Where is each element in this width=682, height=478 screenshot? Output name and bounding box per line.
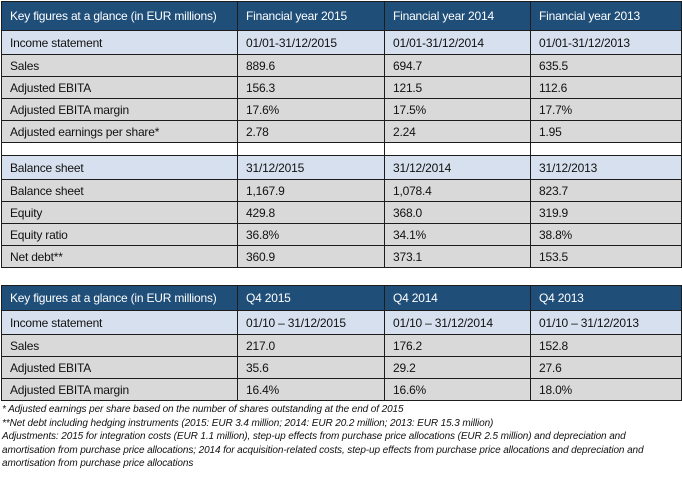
value-cell: 34.1% — [384, 223, 531, 246]
column-header-fy2014: Financial year 2014 — [384, 1, 531, 31]
value-cell: 153.5 — [530, 245, 682, 268]
row-label: Adjusted EBITA — [1, 76, 238, 99]
value-cell: 112.6 — [530, 76, 682, 99]
value-cell: 319.9 — [530, 201, 682, 224]
table-row: Adjusted EBITA 156.3 121.5 112.6 — [1, 76, 682, 99]
row-label: Adjusted EBITA margin — [1, 378, 238, 401]
value-cell: 01/10 – 31/12/2014 — [384, 310, 531, 335]
row-label: Equity ratio — [1, 223, 238, 246]
value-cell: 2.78 — [237, 120, 385, 143]
value-cell: 01/01-31/12/2014 — [384, 30, 531, 55]
table-row: Equity ratio 36.8% 34.1% 38.8% — [1, 223, 682, 246]
table-row: Income statement 01/10 – 31/12/2015 01/1… — [1, 310, 682, 335]
table-row: Income statement 01/01-31/12/2015 01/01-… — [1, 30, 682, 55]
row-label: Equity — [1, 201, 238, 224]
value-cell: 17.6% — [237, 98, 385, 121]
value-cell: 31/12/2013 — [530, 155, 682, 180]
column-header-fy2013: Financial year 2013 — [530, 1, 682, 31]
table-title: Key figures at a glance (in EUR millions… — [1, 285, 238, 311]
footnotes: * Adjusted earnings per share based on t… — [2, 403, 680, 471]
table-row: Balance sheet 31/12/2015 31/12/2014 31/1… — [1, 155, 682, 180]
q4-key-figures-table: Key figures at a glance (in EUR millions… — [1, 285, 682, 401]
value-cell: 17.7% — [530, 98, 682, 121]
value-cell: 1.95 — [530, 120, 682, 143]
footnote-adjustments: Adjustments: 2015 for integration costs … — [2, 431, 644, 469]
footnote-eps: * Adjusted earnings per share based on t… — [2, 404, 404, 415]
table-row: Adjusted EBITA margin 16.4% 16.6% 18.0% — [1, 378, 682, 401]
value-cell: 35.6 — [237, 356, 385, 379]
value-cell: 429.8 — [237, 201, 385, 224]
value-cell: 17.5% — [384, 98, 531, 121]
value-cell: 2.24 — [384, 120, 531, 143]
table-title: Key figures at a glance (in EUR millions… — [1, 1, 238, 31]
value-cell: 01/10 – 31/12/2015 — [237, 310, 385, 335]
table-row: Adjusted earnings per share* 2.78 2.24 1… — [1, 120, 682, 143]
value-cell: 27.6 — [530, 356, 682, 379]
table-row: Adjusted EBITA margin 17.6% 17.5% 17.7% — [1, 98, 682, 121]
table-row: Equity 429.8 368.0 319.9 — [1, 201, 682, 224]
value-cell: 121.5 — [384, 76, 531, 99]
value-cell: 889.6 — [237, 54, 385, 77]
value-cell: 1,078.4 — [384, 179, 531, 202]
spacer-row — [1, 142, 682, 156]
value-cell: 373.1 — [384, 245, 531, 268]
value-cell: 823.7 — [530, 179, 682, 202]
row-label: Net debt** — [1, 245, 238, 268]
row-label: Balance sheet — [1, 179, 238, 202]
column-header-fy2015: Financial year 2015 — [237, 1, 385, 31]
value-cell: 01/01-31/12/2015 — [237, 30, 385, 55]
table-row: Sales 889.6 694.7 635.5 — [1, 54, 682, 77]
table-row: Adjusted EBITA 35.6 29.2 27.6 — [1, 356, 682, 379]
column-header-q4-2014: Q4 2014 — [384, 285, 531, 311]
column-header-q4-2015: Q4 2015 — [237, 285, 385, 311]
value-cell: 29.2 — [384, 356, 531, 379]
annual-key-figures-table: Key figures at a glance (in EUR millions… — [1, 1, 682, 268]
value-cell: 360.9 — [237, 245, 385, 268]
table-row: Balance sheet 1,167.9 1,078.4 823.7 — [1, 179, 682, 202]
value-cell: 16.4% — [237, 378, 385, 401]
value-cell: 368.0 — [384, 201, 531, 224]
footnote-net-debt: **Net debt including hedging instruments… — [2, 417, 494, 429]
table-row: Net debt** 360.9 373.1 153.5 — [1, 245, 682, 268]
table-row: Sales 217.0 176.2 152.8 — [1, 334, 682, 357]
row-label: Adjusted EBITA margin — [1, 98, 238, 121]
row-label: Income statement — [1, 310, 238, 335]
column-header-q4-2013: Q4 2013 — [530, 285, 682, 311]
value-cell: 38.8% — [530, 223, 682, 246]
value-cell: 01/10 – 31/12/2013 — [530, 310, 682, 335]
row-label: Sales — [1, 334, 238, 357]
value-cell: 18.0% — [530, 378, 682, 401]
value-cell: 36.8% — [237, 223, 385, 246]
table-header-row: Key figures at a glance (in EUR millions… — [1, 285, 682, 311]
value-cell: 152.8 — [530, 334, 682, 357]
table-header-row: Key figures at a glance (in EUR millions… — [1, 1, 682, 31]
value-cell: 31/12/2015 — [237, 155, 385, 180]
value-cell: 635.5 — [530, 54, 682, 77]
value-cell: 176.2 — [384, 334, 531, 357]
value-cell: 31/12/2014 — [384, 155, 531, 180]
value-cell: 694.7 — [384, 54, 531, 77]
value-cell: 156.3 — [237, 76, 385, 99]
value-cell: 01/01-31/12/2013 — [530, 30, 682, 55]
row-label: Adjusted EBITA — [1, 356, 238, 379]
value-cell: 1,167.9 — [237, 179, 385, 202]
row-label: Adjusted earnings per share* — [1, 120, 238, 143]
row-label: Income statement — [1, 30, 238, 55]
row-label: Sales — [1, 54, 238, 77]
value-cell: 217.0 — [237, 334, 385, 357]
row-label: Balance sheet — [1, 155, 238, 180]
value-cell: 16.6% — [384, 378, 531, 401]
